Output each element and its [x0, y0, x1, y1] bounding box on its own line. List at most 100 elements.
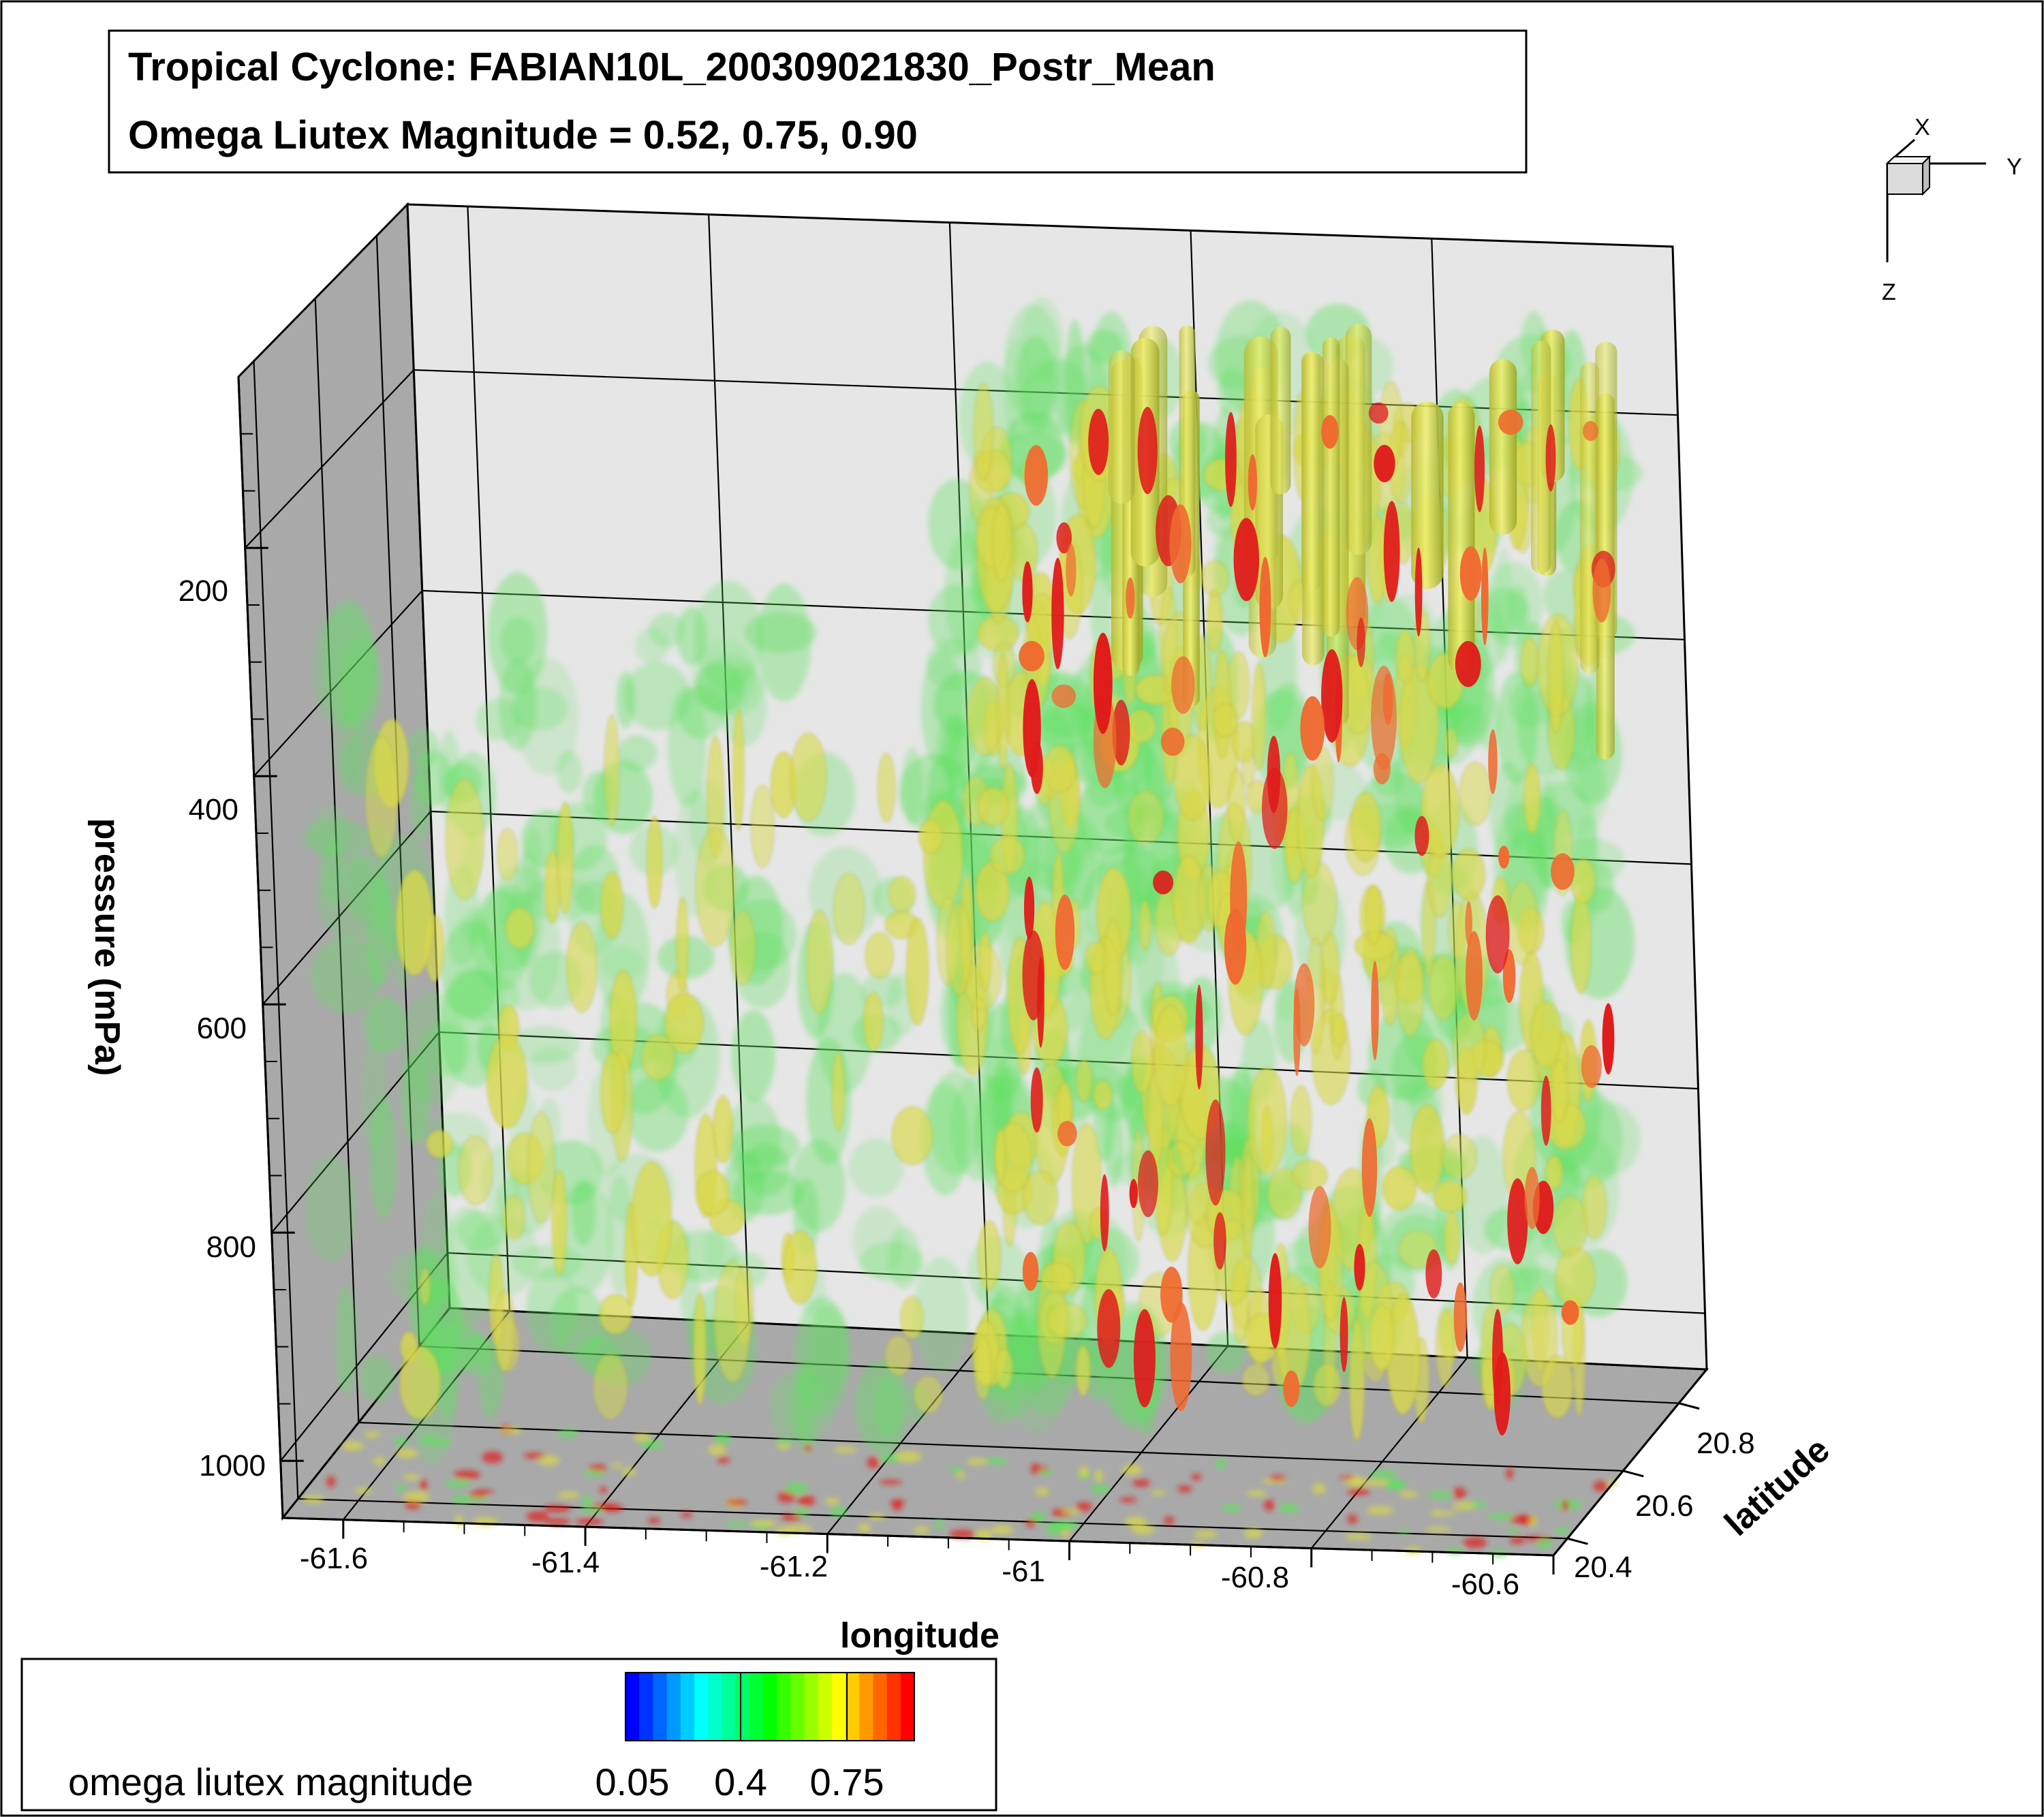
iso-floor-blob — [396, 1448, 418, 1459]
iso-blob-high — [1371, 961, 1379, 1061]
iso-blob-high — [1169, 504, 1192, 584]
orientation-cube — [1887, 163, 1923, 195]
iso-blob-mid — [1267, 1168, 1301, 1220]
iso-floor-blob — [601, 1504, 623, 1512]
title-box — [108, 29, 1528, 174]
iso-blob-low — [305, 1156, 357, 1262]
iso-blob-high — [1022, 561, 1033, 623]
iso-blob-mid — [1186, 1163, 1210, 1225]
iso-floor-blob — [1453, 1502, 1476, 1510]
iso-floor-blob — [364, 1431, 381, 1438]
iso-blob-high — [1093, 632, 1113, 734]
iso-blob-mid — [1520, 637, 1539, 687]
iso-floor-blob — [582, 1470, 605, 1477]
iso-blob-mid — [831, 1051, 846, 1132]
iso-blob-low — [366, 871, 394, 987]
iso-layer-high — [1019, 402, 1615, 1435]
iso-floor-blob — [589, 1464, 607, 1472]
iso-floor-blob — [949, 1466, 963, 1473]
iso-blob-mid — [918, 819, 943, 854]
iso-blob-high — [1583, 420, 1598, 441]
iso-blob-mid — [1395, 630, 1415, 683]
iso-floor-blob — [600, 1487, 608, 1494]
iso-floor-blob — [1025, 1519, 1036, 1527]
iso-blob-mid — [1313, 1363, 1342, 1407]
iso-floor-blob — [1562, 1500, 1569, 1511]
grid-line-x — [826, 1333, 989, 1535]
iso-blob-high — [1051, 557, 1064, 670]
iso-blob-mid — [1331, 1013, 1348, 1047]
iso-blob-high — [1022, 1252, 1039, 1291]
iso-floor-blob — [395, 1484, 406, 1493]
x-axis-title: longitude — [840, 1616, 1000, 1656]
iso-blob-mid — [783, 1230, 817, 1304]
legend-swatch — [666, 1673, 681, 1741]
iso-floor-blob — [373, 1457, 385, 1465]
legend-swatch — [831, 1673, 846, 1741]
iso-blob-low — [557, 1181, 613, 1294]
iso-floor-blob — [867, 1457, 880, 1469]
iso-floor-blob — [1079, 1466, 1089, 1478]
iso-floor-blob — [1177, 1485, 1192, 1493]
iso-blob-mid — [1523, 763, 1540, 834]
iso-blob-mid — [977, 787, 1009, 826]
iso-blob-high — [1321, 649, 1343, 743]
iso-floor-blob — [354, 1488, 373, 1494]
iso-blob-high — [1368, 402, 1389, 424]
iso-blob-mid — [1422, 1039, 1449, 1089]
z-tick-label: 1000 — [199, 1449, 266, 1482]
iso-blob-mid — [599, 1294, 633, 1335]
iso-floor-blob — [453, 1470, 481, 1480]
iso-blob-mid — [994, 1128, 1006, 1184]
iso-floor-blob — [463, 1496, 491, 1502]
iso-blob-mid — [888, 876, 916, 912]
iso-blob-mid — [1131, 1030, 1153, 1093]
iso-floor-blob — [1038, 1470, 1053, 1476]
iso-floor-blob — [1121, 1464, 1142, 1476]
iso-blob-high — [1465, 901, 1472, 946]
iso-floor-blob — [830, 1506, 848, 1517]
iso-floor-blob — [648, 1517, 661, 1524]
iso-blob-mid — [1489, 1264, 1515, 1315]
iso-blob-high — [1361, 1118, 1378, 1217]
iso-floor-blob — [1427, 1491, 1453, 1500]
x-tick-labels: -61.6 -61.4 -61.2 -61 -60.8 -60.6 — [300, 1542, 1519, 1601]
iso-blob-high — [1545, 424, 1556, 492]
iso-floor-blob — [1487, 1513, 1516, 1520]
iso-floor-blob — [895, 1450, 922, 1463]
iso-blob-mid — [1436, 1309, 1455, 1387]
iso-blob-mid — [995, 1348, 1013, 1389]
iso-floor-blob — [775, 1526, 794, 1536]
iso-floor-blob — [1430, 1510, 1442, 1516]
iso-floor-blob — [1151, 1490, 1166, 1495]
iso-floor-blob — [451, 1495, 471, 1504]
iso-blob-low — [1543, 570, 1582, 623]
legend-swatch — [653, 1673, 668, 1741]
iso-blob-high — [1129, 1179, 1139, 1209]
iso-blob-mid — [1291, 1160, 1328, 1190]
iso-floor-blob — [633, 1433, 651, 1442]
iso-floor-blob — [1351, 1479, 1380, 1486]
iso-blob-mid — [641, 1034, 675, 1081]
iso-blob-high — [1425, 1249, 1442, 1299]
iso-blob-mid — [395, 869, 434, 976]
y-tick — [1678, 1402, 1700, 1410]
grid-line-z — [244, 369, 415, 549]
iso-blob-high — [1170, 1302, 1192, 1412]
y-tick-label: 20.4 — [1574, 1551, 1632, 1584]
legend-swatch — [859, 1673, 874, 1741]
iso-blob-mid — [1545, 1155, 1563, 1190]
iso-floor-blob — [1554, 1527, 1570, 1534]
title-line-1: Tropical Cyclone: FABIAN10L_200309021830… — [128, 45, 1215, 89]
iso-floor-blob — [1506, 1528, 1521, 1533]
legend-swatch — [762, 1673, 777, 1741]
iso-blob-mid — [551, 1169, 568, 1276]
iso-floor-blob — [1399, 1491, 1418, 1497]
iso-blob-high — [1300, 696, 1325, 761]
iso-floor-blob — [1243, 1528, 1263, 1539]
iso-blob-high — [1112, 700, 1130, 766]
iso-blob-mid — [1093, 1080, 1113, 1111]
iso-blob-high — [1171, 656, 1195, 714]
iso-floor-blob — [1246, 1490, 1267, 1497]
iso-blob-mid — [600, 1052, 625, 1134]
